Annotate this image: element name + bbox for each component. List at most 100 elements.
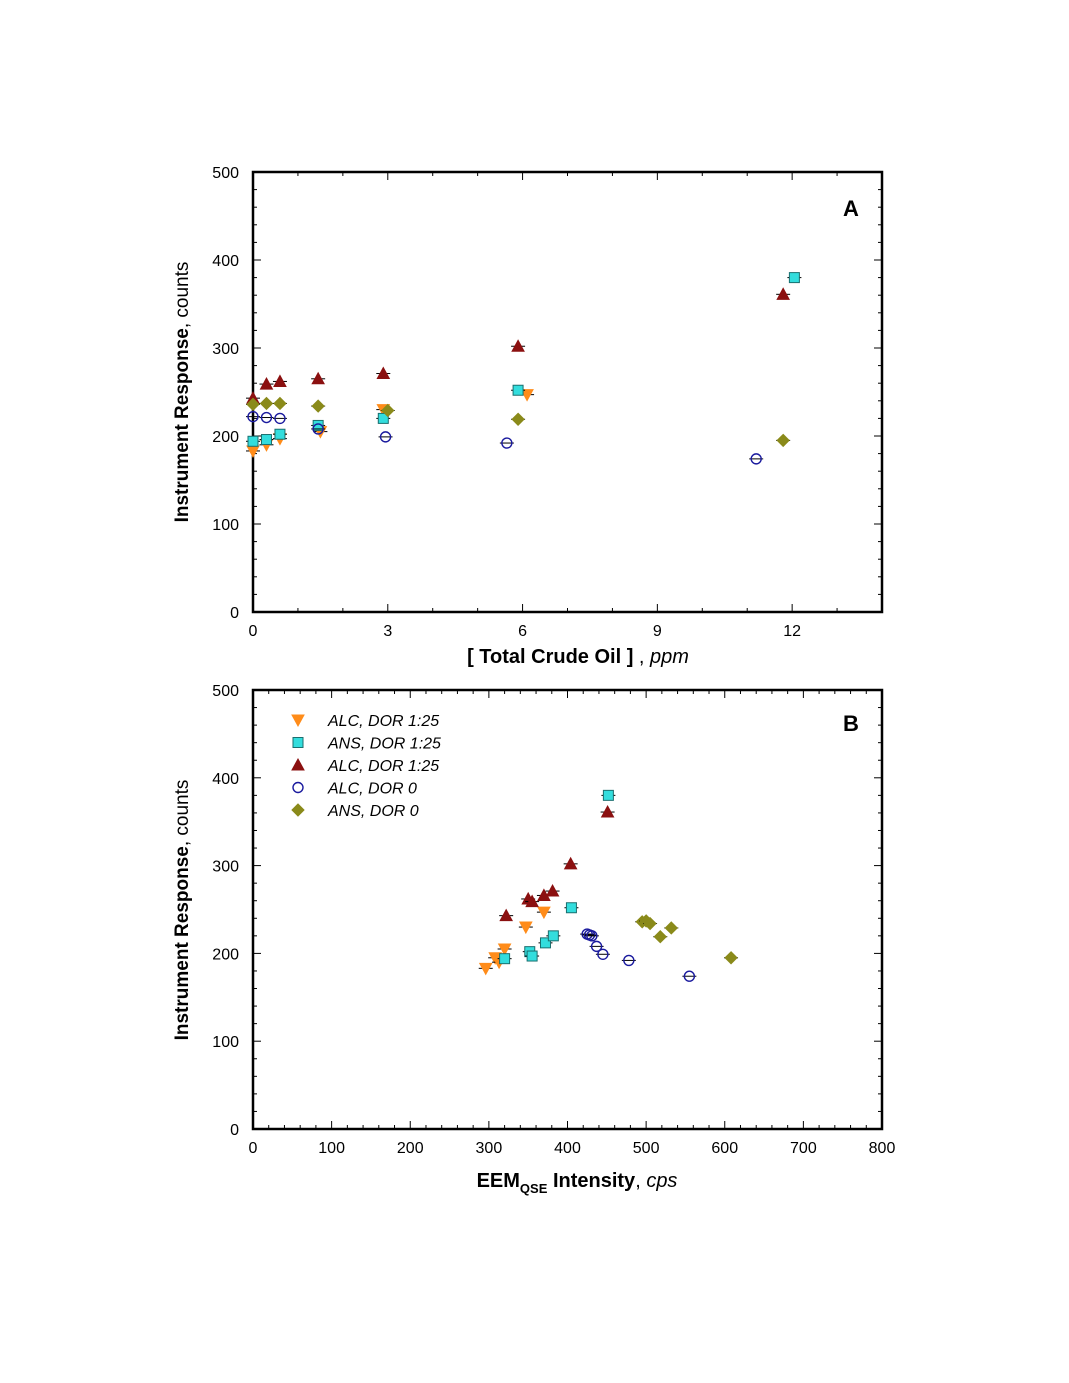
y-tick-label: 200 bbox=[212, 946, 239, 963]
y-tick-label: 400 bbox=[212, 253, 239, 270]
legend-label-5: ANS, DOR 0 bbox=[327, 803, 419, 820]
x-tick-label: 400 bbox=[554, 1140, 581, 1157]
data-point-series-4 bbox=[597, 948, 609, 960]
data-point-series-5 bbox=[776, 433, 790, 448]
panel-b-ylabel: Instrument Response, counts bbox=[172, 780, 193, 1041]
data-point-series-3 bbox=[545, 884, 560, 897]
legend-marker-2 bbox=[292, 737, 304, 748]
data-point-series-4 bbox=[247, 410, 259, 423]
data-point-series-1 bbox=[537, 906, 551, 920]
y-tick-label: 100 bbox=[212, 1034, 239, 1051]
data-point-series-1 bbox=[478, 962, 493, 976]
legend-label-3: ALC, DOR 1:25 bbox=[327, 758, 439, 775]
data-point-series-2 bbox=[788, 272, 800, 284]
legend-label-1: ALC, DOR 1:25 bbox=[327, 713, 439, 730]
y-tick-label: 100 bbox=[212, 517, 239, 534]
panel-a-letter: A bbox=[843, 196, 859, 221]
panel-a-ylabel: Instrument Response, counts bbox=[172, 262, 193, 523]
panel-b-points bbox=[478, 789, 739, 982]
data-point-series-3 bbox=[511, 339, 525, 352]
y-tick-label: 500 bbox=[212, 165, 239, 182]
legend-label-2: ANS, DOR 1:25 bbox=[327, 736, 441, 753]
legend-marker-3 bbox=[291, 757, 305, 771]
x-tick-label: 700 bbox=[790, 1140, 817, 1157]
x-tick-label: 6 bbox=[518, 623, 527, 640]
panel-b-legend: ALC, DOR 1:25 ANS, DOR 1:25 ALC, DOR 1:25 A… bbox=[291, 713, 441, 820]
data-point-series-4 bbox=[274, 412, 286, 425]
data-point-series-5 bbox=[664, 921, 678, 935]
data-point-series-3 bbox=[376, 366, 391, 380]
legend-marker-1 bbox=[291, 714, 305, 728]
data-point-series-4 bbox=[379, 431, 392, 443]
x-tick-label: 12 bbox=[783, 623, 801, 640]
data-point-series-2 bbox=[247, 435, 259, 447]
panel-b-xlabel: EEMQSE Intensity, cps bbox=[477, 1170, 678, 1196]
data-point-series-4 bbox=[501, 437, 513, 449]
data-point-series-4 bbox=[590, 940, 603, 953]
y-tick-label: 300 bbox=[212, 859, 239, 876]
data-point-series-4 bbox=[623, 954, 635, 967]
data-point-series-3 bbox=[776, 287, 790, 300]
data-point-series-5 bbox=[643, 916, 657, 931]
data-point-series-4 bbox=[683, 970, 696, 982]
legend-marker-5 bbox=[291, 803, 305, 817]
data-point-series-5 bbox=[724, 951, 738, 965]
data-point-series-5 bbox=[381, 403, 395, 418]
panel-a-points bbox=[246, 272, 802, 465]
x-tick-label: 800 bbox=[869, 1140, 896, 1157]
data-point-series-2 bbox=[274, 428, 286, 440]
data-point-series-4 bbox=[312, 423, 324, 435]
data-point-series-3 bbox=[499, 908, 514, 922]
x-tick-label: 500 bbox=[633, 1140, 660, 1157]
legend-label-4: ALC, DOR 0 bbox=[327, 781, 417, 798]
y-tick-label: 400 bbox=[212, 771, 239, 788]
data-point-series-1 bbox=[518, 921, 533, 935]
y-tick-label: 0 bbox=[230, 1122, 239, 1139]
x-tick-label: 0 bbox=[249, 1140, 258, 1157]
data-point-series-3 bbox=[259, 377, 274, 390]
data-point-series-3 bbox=[600, 804, 615, 818]
data-point-series-2 bbox=[565, 902, 577, 914]
data-point-series-5 bbox=[246, 397, 260, 412]
data-point-series-2 bbox=[377, 412, 389, 424]
x-tick-label: 3 bbox=[383, 623, 392, 640]
data-point-series-5 bbox=[653, 930, 667, 944]
panel-b: 0 100 200 300 400 500 0 100 200 300 400 500 600 700 80… bbox=[172, 683, 895, 1196]
x-tick-label: 0 bbox=[249, 623, 258, 640]
x-tick-label: 100 bbox=[318, 1140, 345, 1157]
data-point-series-3 bbox=[273, 374, 287, 387]
x-tick-label: 9 bbox=[653, 623, 662, 640]
panel-a: 0 100 200 300 400 500 0 3 6 9 12 A Instrument Resp… bbox=[172, 165, 884, 668]
data-point-series-4 bbox=[750, 453, 762, 465]
data-point-series-5 bbox=[259, 396, 274, 411]
data-point-series-5 bbox=[511, 412, 525, 426]
data-point-series-1 bbox=[497, 943, 512, 957]
data-point-series-5 bbox=[311, 399, 325, 413]
x-tick-label: 600 bbox=[711, 1140, 738, 1157]
data-point-series-2 bbox=[539, 937, 551, 949]
data-point-series-2 bbox=[499, 953, 511, 965]
data-point-series-2 bbox=[547, 930, 559, 942]
panel-a-ticks: 0 100 200 300 400 500 0 3 6 9 12 bbox=[212, 165, 883, 640]
legend-marker-4 bbox=[292, 781, 304, 794]
data-point-series-4 bbox=[586, 930, 598, 942]
data-point-series-2 bbox=[260, 434, 272, 446]
panel-a-xlabel: [ Total Crude Oil ] , ppm bbox=[467, 646, 689, 668]
y-tick-label: 500 bbox=[212, 683, 239, 700]
data-point-series-5 bbox=[273, 396, 287, 411]
data-point-series-3 bbox=[525, 894, 539, 908]
data-point-series-3 bbox=[563, 856, 578, 870]
x-tick-label: 200 bbox=[397, 1140, 424, 1157]
data-point-series-4 bbox=[260, 411, 273, 424]
x-tick-label: 300 bbox=[476, 1140, 503, 1157]
data-point-series-2 bbox=[526, 950, 538, 962]
panel-a-frame bbox=[251, 170, 884, 614]
y-tick-label: 200 bbox=[212, 429, 239, 446]
y-tick-label: 0 bbox=[230, 605, 239, 622]
panel-b-letter: B bbox=[843, 711, 859, 736]
data-point-series-1 bbox=[520, 389, 534, 402]
panel-b-ticks: 0 100 200 300 400 500 0 100 200 300 400 500 600 700 80… bbox=[212, 683, 895, 1157]
data-point-series-2 bbox=[512, 384, 524, 396]
data-point-series-3 bbox=[311, 371, 325, 385]
